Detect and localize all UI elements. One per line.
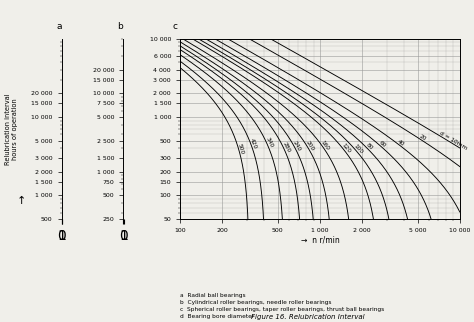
X-axis label: →  n r/min: → n r/min	[301, 236, 339, 245]
Text: b: b	[118, 23, 123, 32]
Text: 280: 280	[282, 141, 291, 154]
Text: a  Radial ball bearings
b  Cylindrical roller bearings, needle roller bearings
c: a Radial ball bearings b Cylindrical rol…	[180, 293, 384, 319]
Text: ↑: ↑	[17, 196, 26, 206]
Text: 160: 160	[320, 140, 330, 152]
Text: 120: 120	[340, 142, 351, 154]
Text: a: a	[56, 23, 62, 32]
Text: 80: 80	[365, 143, 374, 151]
Text: 340: 340	[264, 136, 274, 148]
Text: d = 10mm: d = 10mm	[438, 130, 467, 151]
Text: 20: 20	[418, 133, 427, 142]
Text: 40: 40	[396, 138, 405, 147]
Text: 60: 60	[378, 140, 387, 148]
Text: 100: 100	[352, 143, 364, 155]
Text: Figure 16. Relubrication Interval: Figure 16. Relubrication Interval	[251, 314, 365, 320]
Text: 200: 200	[305, 140, 315, 152]
Text: 420: 420	[249, 137, 258, 149]
Text: 240: 240	[292, 140, 302, 152]
Text: c: c	[173, 23, 177, 32]
Text: 500: 500	[237, 142, 245, 155]
Text: Relubrication interval
hours of operation: Relubrication interval hours of operatio…	[5, 93, 18, 165]
